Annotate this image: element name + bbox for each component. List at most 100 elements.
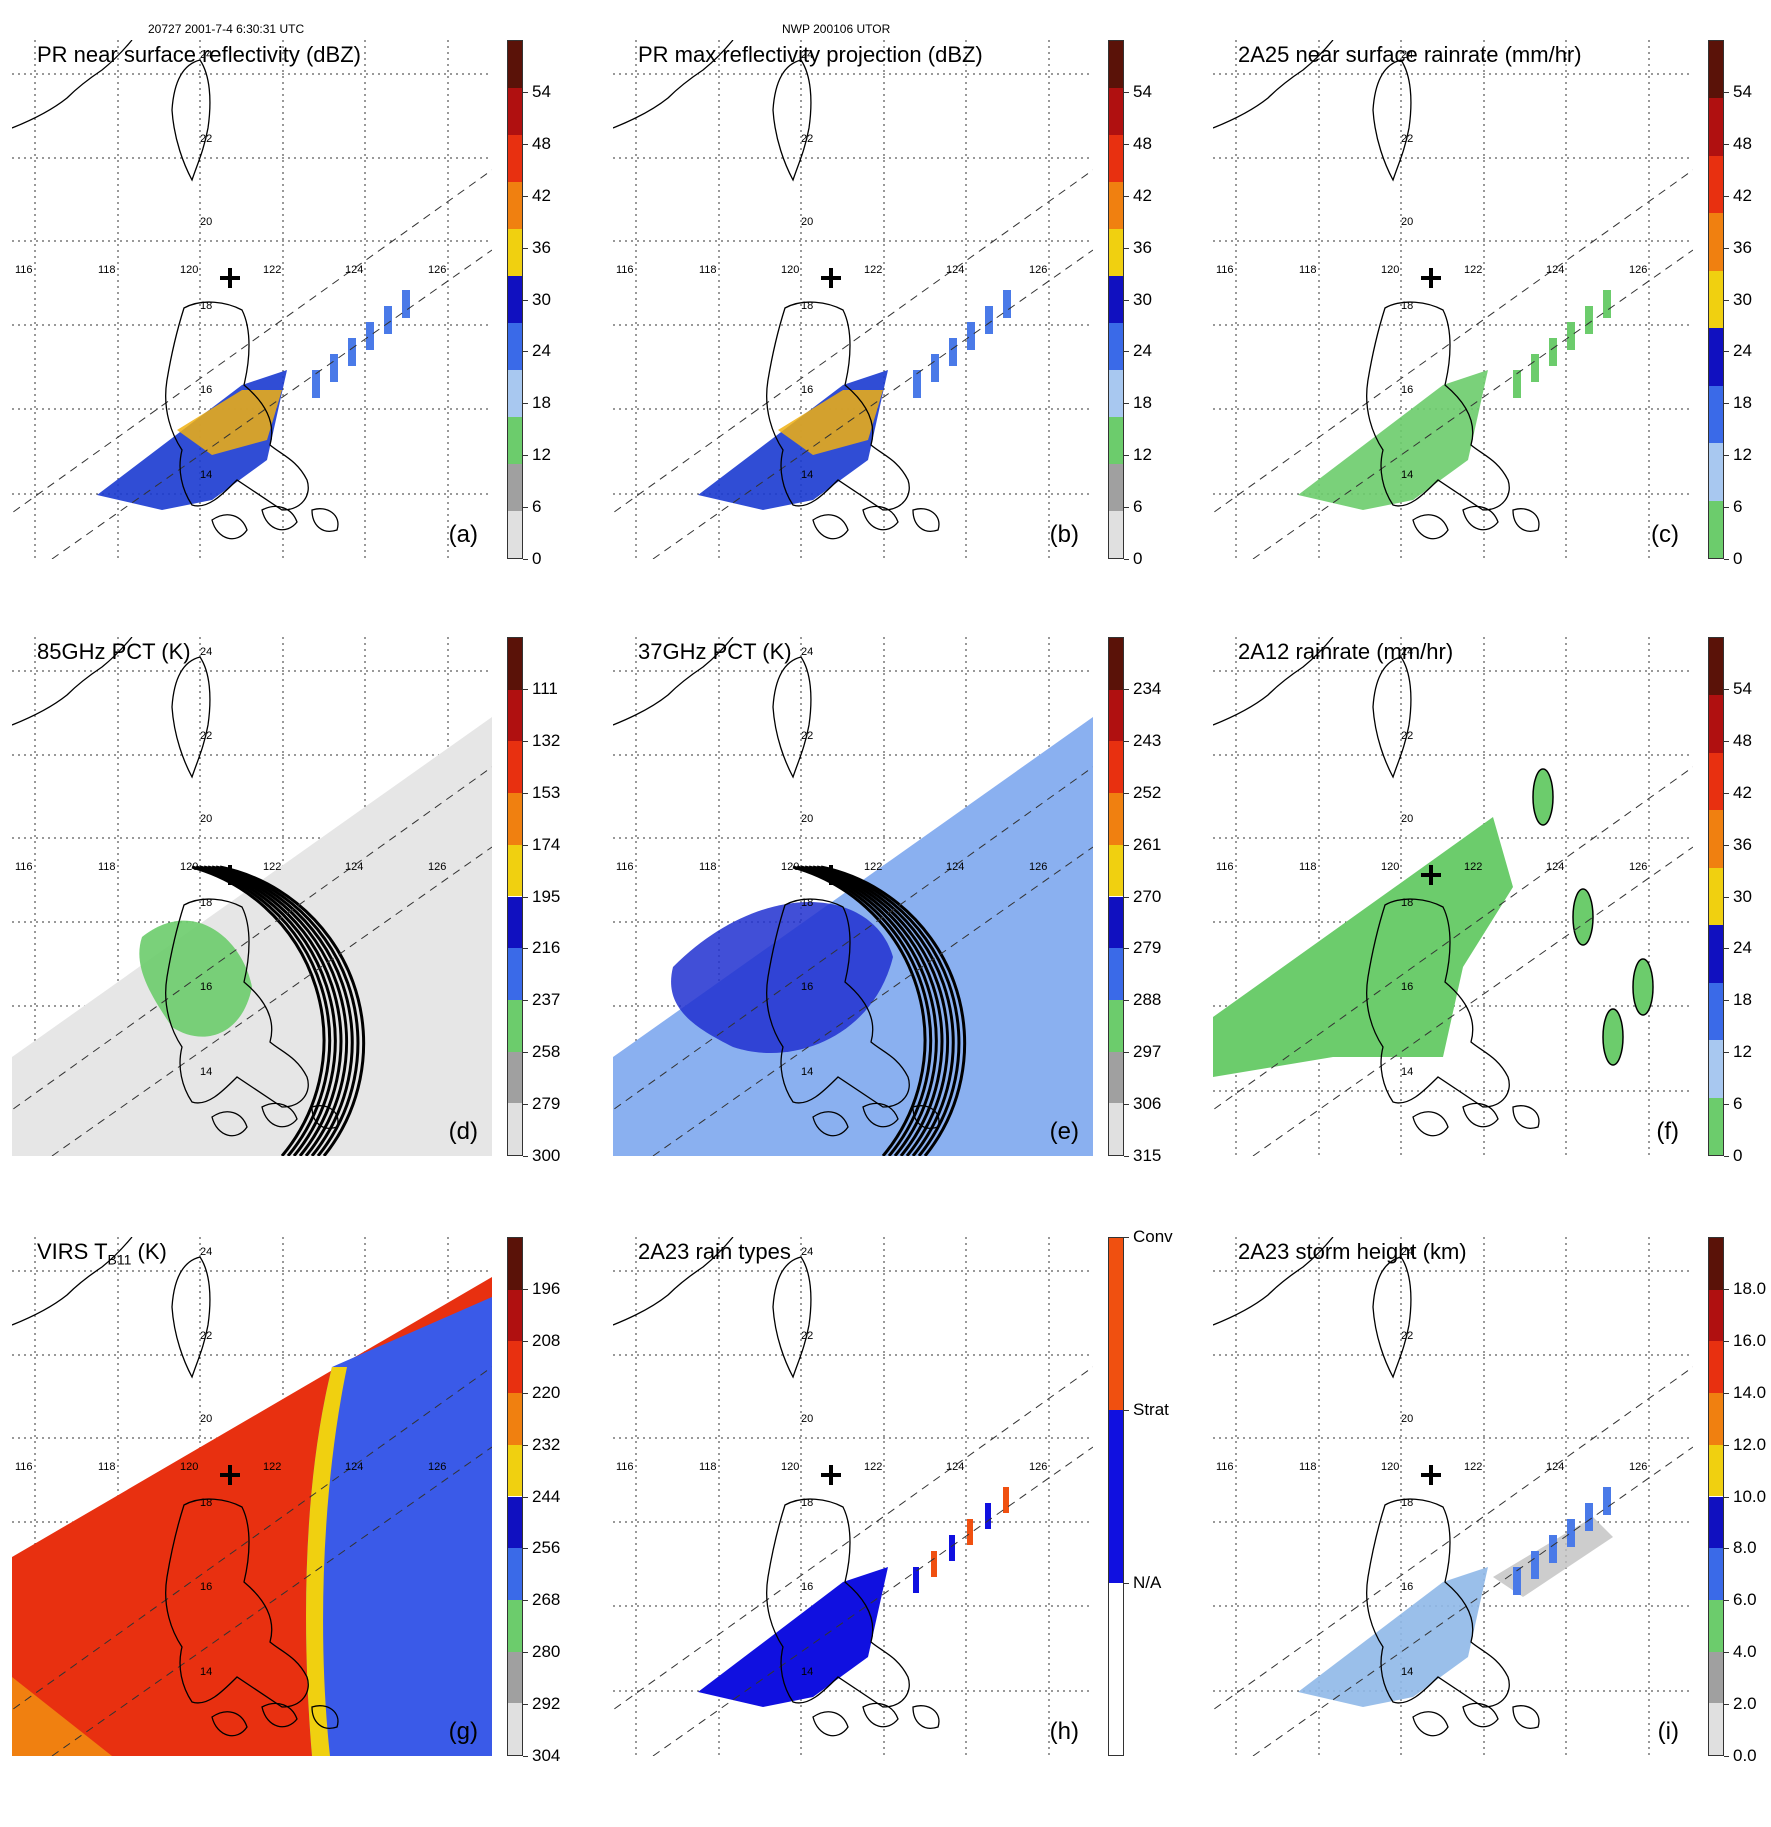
panel-title-units: (K) bbox=[131, 1239, 167, 1264]
colorbar-segment bbox=[508, 41, 522, 88]
map-canvas bbox=[12, 40, 492, 559]
panel-f: 116 118 120 122 124 126 24 22 20 18 16 14 2A12 rainr… bbox=[1213, 637, 1771, 1227]
colorbar-segment bbox=[1109, 1238, 1123, 1411]
storm-center-marker bbox=[821, 865, 841, 885]
colorbar-segment bbox=[1109, 1051, 1123, 1104]
coast-island bbox=[261, 1702, 298, 1728]
colorbar-tick bbox=[1724, 1704, 1729, 1706]
swath-edge bbox=[51, 249, 492, 559]
colorbar-tick-label: 42 bbox=[1133, 185, 1152, 205]
colorbar-segment bbox=[508, 1496, 522, 1549]
lon-label: 118 bbox=[98, 861, 116, 873]
lat-label: 18 bbox=[200, 300, 213, 312]
lat-label: 22 bbox=[801, 133, 814, 145]
colorbar-segment bbox=[1709, 41, 1723, 99]
lon-label: 122 bbox=[263, 1461, 282, 1473]
colorbar-tick-label: 4.0 bbox=[1733, 1642, 1757, 1662]
colorbar-tick-label: 288 bbox=[1133, 990, 1162, 1010]
rain-cell bbox=[1632, 958, 1654, 1016]
rain-cell bbox=[949, 338, 957, 366]
scan-arc bbox=[820, 865, 967, 1156]
coast-island bbox=[1512, 1705, 1540, 1729]
lon-label: 120 bbox=[1381, 861, 1400, 873]
colorbar-tick-label: 6 bbox=[1733, 1094, 1743, 1114]
lon-label: 126 bbox=[428, 264, 447, 276]
rain-cell bbox=[330, 354, 338, 382]
colorbar-tick-label: 30 bbox=[1133, 289, 1152, 309]
panel-label: (i) bbox=[1657, 1718, 1679, 1745]
rain-cell bbox=[1003, 290, 1011, 318]
coast-china bbox=[12, 637, 133, 726]
colorbar-tick bbox=[523, 1756, 528, 1757]
colorbar-tick bbox=[1724, 740, 1729, 742]
coast-island bbox=[862, 1702, 899, 1728]
colorbar-segment bbox=[1709, 1238, 1723, 1290]
panel-h: 116 118 120 122 124 126 24 22 20 18 16 14 2A23 rain … bbox=[613, 1227, 1213, 1827]
colorbar-tick-label: 196 bbox=[532, 1278, 561, 1298]
rain-cell bbox=[967, 1519, 973, 1545]
coast-china bbox=[12, 40, 133, 129]
colorbar-tick bbox=[1724, 1052, 1729, 1054]
colorbar-segment bbox=[1709, 752, 1723, 811]
colorbar-segment bbox=[508, 1103, 522, 1155]
coast-island bbox=[812, 514, 849, 540]
swath-edge bbox=[12, 1366, 492, 1711]
colorbar-segment bbox=[508, 1444, 522, 1497]
scan-arc bbox=[804, 865, 944, 1156]
colorbar-tick bbox=[1124, 455, 1129, 457]
colorbar-tick-label: 297 bbox=[1133, 1042, 1162, 1062]
colorbar-tick bbox=[523, 1704, 528, 1706]
lon-label: 120 bbox=[180, 1461, 199, 1473]
coast-luzon bbox=[165, 898, 309, 1108]
lat-label: 16 bbox=[1401, 981, 1414, 993]
panel-label: (a) bbox=[448, 521, 478, 548]
colorbar-tick bbox=[1724, 1548, 1729, 1550]
map-canvas bbox=[613, 637, 1093, 1156]
storm-center-marker bbox=[821, 268, 841, 288]
lat-label: 16 bbox=[801, 1581, 814, 1593]
colorbar-tick-label: 280 bbox=[532, 1642, 561, 1662]
coast-luzon bbox=[766, 301, 910, 511]
rain-cell bbox=[913, 370, 921, 398]
coast-island bbox=[311, 1105, 339, 1129]
colorbar-tick bbox=[1724, 1392, 1729, 1394]
lon-label: 120 bbox=[781, 861, 800, 873]
colorbar-tick bbox=[1124, 403, 1129, 405]
coast-island bbox=[261, 505, 298, 531]
lon-label: 118 bbox=[699, 861, 717, 873]
lon-label: 120 bbox=[1381, 264, 1400, 276]
colorbar-tick-label: 14.0 bbox=[1733, 1382, 1767, 1402]
colorbar-tick-label: 256 bbox=[532, 1538, 561, 1558]
warm-edge bbox=[12, 1677, 112, 1756]
colorbar-tick bbox=[1124, 507, 1129, 509]
colorbar-tick bbox=[1724, 1104, 1729, 1106]
colorbar-segment bbox=[1109, 844, 1123, 897]
high-reflectivity-area bbox=[778, 390, 883, 455]
colorbar-tick-label: 42 bbox=[1733, 782, 1752, 802]
lon-label: 116 bbox=[616, 1461, 634, 1473]
storm-center-marker bbox=[220, 1465, 240, 1485]
colorbar-tick bbox=[1124, 844, 1129, 846]
lon-label: 124 bbox=[946, 861, 965, 873]
colorbar-tick-label: 54 bbox=[1733, 678, 1752, 698]
rain-area bbox=[1213, 817, 1513, 1077]
colorbar-segment bbox=[1709, 1703, 1723, 1755]
rain-cell bbox=[1549, 338, 1557, 366]
colorbar-tick bbox=[1724, 247, 1729, 249]
colorbar-tick bbox=[523, 896, 528, 898]
colorbar-tick bbox=[523, 403, 528, 405]
colorbar-segment bbox=[1709, 385, 1723, 444]
coast-island bbox=[311, 508, 339, 532]
lon-label: 126 bbox=[1629, 861, 1648, 873]
colorbar-tick bbox=[1724, 948, 1729, 950]
colorbar-segment bbox=[1709, 1040, 1723, 1098]
lat-label: 24 bbox=[200, 49, 213, 61]
colorbar-tick-label: 12 bbox=[532, 445, 551, 465]
colorbar-segment bbox=[1109, 638, 1123, 690]
colorbar-segment bbox=[1709, 1393, 1723, 1445]
lon-label: 120 bbox=[781, 1461, 800, 1473]
panel-label: (g) bbox=[448, 1718, 478, 1745]
colorbar-tick-label: N/A bbox=[1133, 1573, 1162, 1592]
colorbar-tick bbox=[1124, 1052, 1129, 1054]
colorbar-tick-label: 6.0 bbox=[1733, 1590, 1757, 1610]
